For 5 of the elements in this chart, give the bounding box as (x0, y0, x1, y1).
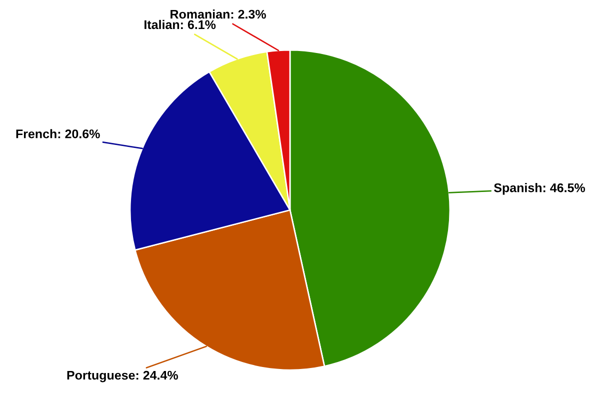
slice-label: Romanian: 2.3% (170, 9, 266, 19)
slice-label: Italian: 6.1% (144, 20, 216, 30)
slice-label: Portuguese: 24.4% (67, 370, 178, 382)
slice-label: French: 20.6% (16, 129, 100, 138)
slice-label: Spanish: 46.5% (494, 183, 586, 195)
